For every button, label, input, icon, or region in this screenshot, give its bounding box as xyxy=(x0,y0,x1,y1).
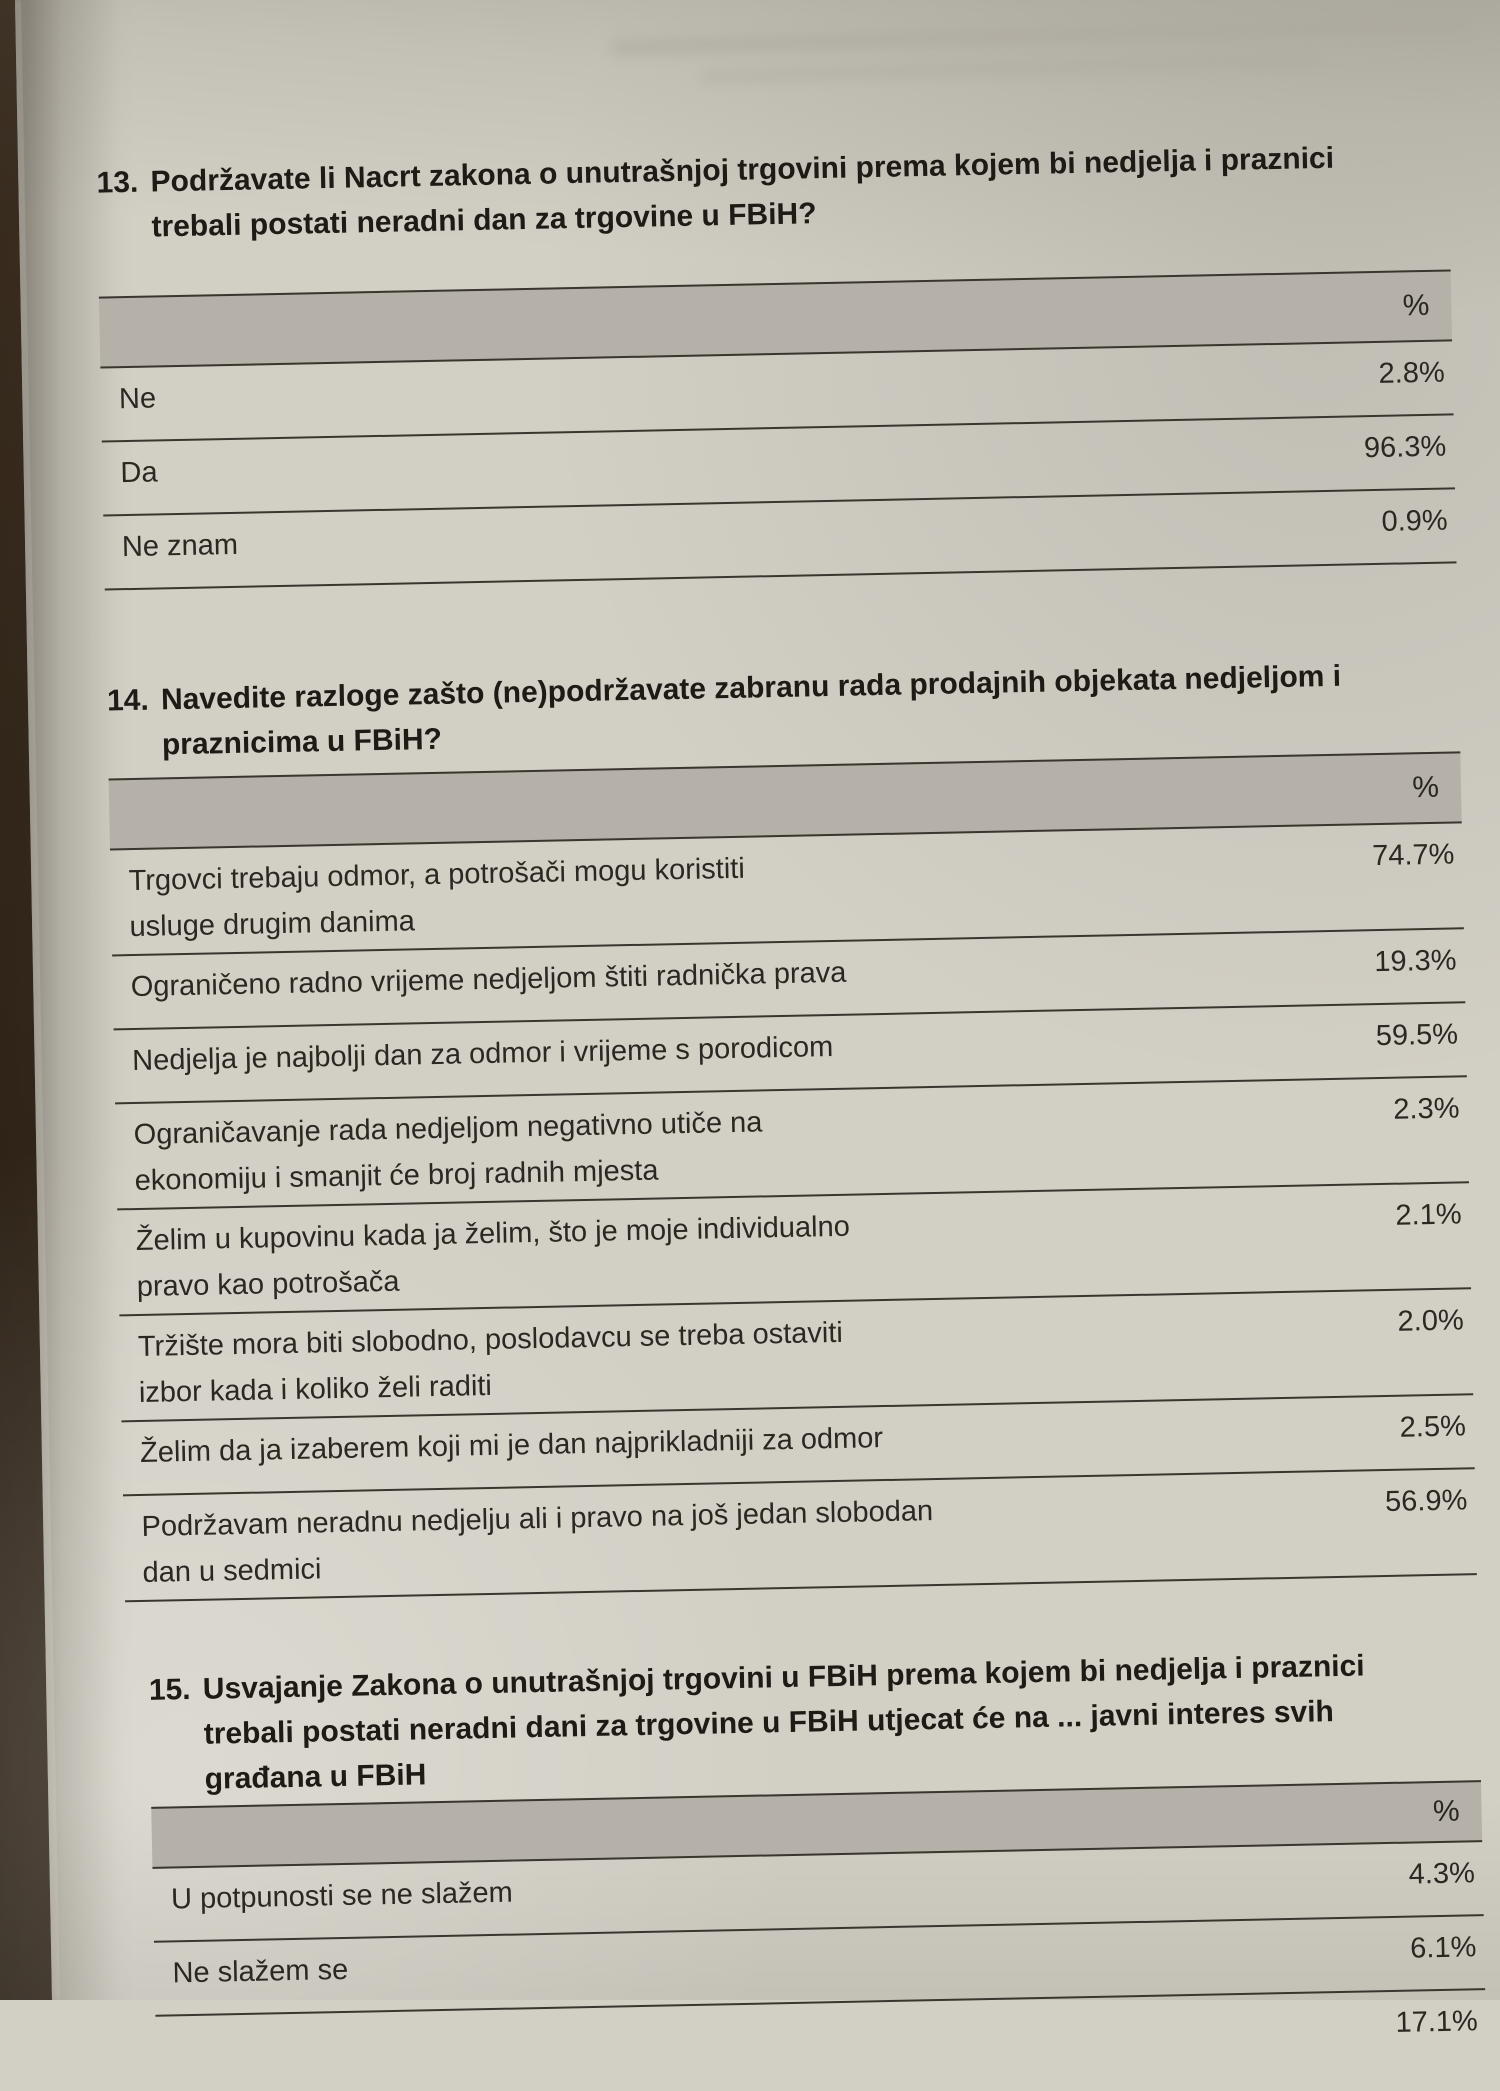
row-value: 19.3% xyxy=(1373,944,1457,979)
row-value: 2.0% xyxy=(1397,1304,1465,1338)
question-number: 15. xyxy=(148,1673,191,1707)
row-label-line: Ne znam xyxy=(121,528,239,564)
question-heading: 15. Usvajanje Zakona o unutrašnjoj trgovi… xyxy=(148,1641,1480,1803)
row-label: Tržište mora biti slobodno, poslodavcu s… xyxy=(138,1310,845,1416)
row-label: Ograničavanje rada nedjeljom negativno u… xyxy=(133,1099,763,1204)
results-table: % U potpunosti se ne slažem 4.3% Ne slažem … xyxy=(151,1780,1486,2091)
row-value: 56.9% xyxy=(1384,1484,1468,1518)
row-label: Nedjelja je najbolji dan za odmor i vrij… xyxy=(132,1024,834,1084)
question-heading: 13. Podržavate li Nacrt zakona o unutrašn… xyxy=(96,133,1450,250)
row-value: 2.3% xyxy=(1393,1092,1460,1126)
results-table: % Ne 2.8% Da 96.3% Ne znam 0.9% xyxy=(98,269,1457,591)
row-label-line: Želim da ja izaberem koji mi je dan najp… xyxy=(139,1422,884,1469)
row-value: 2.1% xyxy=(1395,1198,1462,1232)
page-content: 13. Podržavate li Nacrt zakona o unutrašn… xyxy=(96,125,1487,2091)
row-value: 2.5% xyxy=(1399,1410,1467,1444)
row-label-line: Da xyxy=(120,456,158,490)
bleedthrough-text-line xyxy=(699,53,1321,84)
results-table: % Trgovci trebaju odmor, a potrošači mogu… xyxy=(108,751,1477,1603)
row-label: Podržavam neradnu nedjelju ali i pravo n… xyxy=(141,1488,934,1596)
row-label: Ne xyxy=(118,375,157,422)
row-value: 59.5% xyxy=(1375,1018,1459,1053)
row-value: 17.1% xyxy=(1395,2005,1479,2039)
percent-column-header: % xyxy=(1432,1794,1460,1829)
question-text: Navedite razloge zašto (ne)podržavate za… xyxy=(161,654,1343,768)
row-label-line: Ne slažem se xyxy=(172,1953,349,1990)
question-block-0: 13. Podržavate li Nacrt zakona o unutrašn… xyxy=(96,133,1457,591)
row-label: Trgovci trebaju odmor, a potrošači mogu … xyxy=(128,846,746,950)
row-value: 4.3% xyxy=(1408,1857,1476,1891)
row-label: Želim u kupovinu kada ja želim, što je m… xyxy=(135,1204,851,1310)
row-label: Da xyxy=(120,449,158,496)
question-number: 13. xyxy=(96,165,139,200)
question-block-1: 14. Navedite razloge zašto (ne)podržavate… xyxy=(107,651,1477,1603)
question-block-2: 15. Usvajanje Zakona o unutrašnjoj trgovi… xyxy=(148,1641,1486,2091)
percent-column-header: % xyxy=(1402,288,1430,323)
question-number: 14. xyxy=(106,683,150,718)
percent-column-header: % xyxy=(1412,770,1440,805)
row-label: Ne znam xyxy=(121,522,239,570)
row-value: 6.1% xyxy=(1409,1931,1477,1965)
row-label: Ograničeno radno vrijeme nedjeljom štiti… xyxy=(130,950,846,1010)
question-text: Usvajanje Zakona o unutrašnjoj trgovini … xyxy=(202,1643,1366,1801)
row-label-line: Nedjelja je najbolji dan za odmor i vrij… xyxy=(131,1030,834,1078)
question-heading: 14. Navedite razloge zašto (ne)podržavate… xyxy=(107,651,1461,768)
row-label-line: U potpunosti se ne slažem xyxy=(170,1876,514,1916)
questions-area: 13. Podržavate li Nacrt zakona o unutrašn… xyxy=(96,133,1486,2091)
row-value: 74.7% xyxy=(1371,838,1455,873)
bleedthrough-text-line xyxy=(609,15,1471,57)
row-value: 2.8% xyxy=(1378,356,1446,390)
row-label: Želim da ja izaberem koji mi je dan najp… xyxy=(140,1415,884,1476)
row-label: U potpunosti se ne slažem xyxy=(171,1870,514,1923)
row-label-line: Ograničeno radno vrijeme nedjeljom štiti… xyxy=(130,956,847,1004)
row-value: 0.9% xyxy=(1381,504,1448,538)
row-value: 96.3% xyxy=(1363,430,1447,465)
question-text: Podržavate li Nacrt zakona o unutrašnjoj… xyxy=(150,136,1335,250)
row-label: Ne slažem se xyxy=(172,1947,349,1997)
row-label-line: Ne xyxy=(118,382,157,416)
